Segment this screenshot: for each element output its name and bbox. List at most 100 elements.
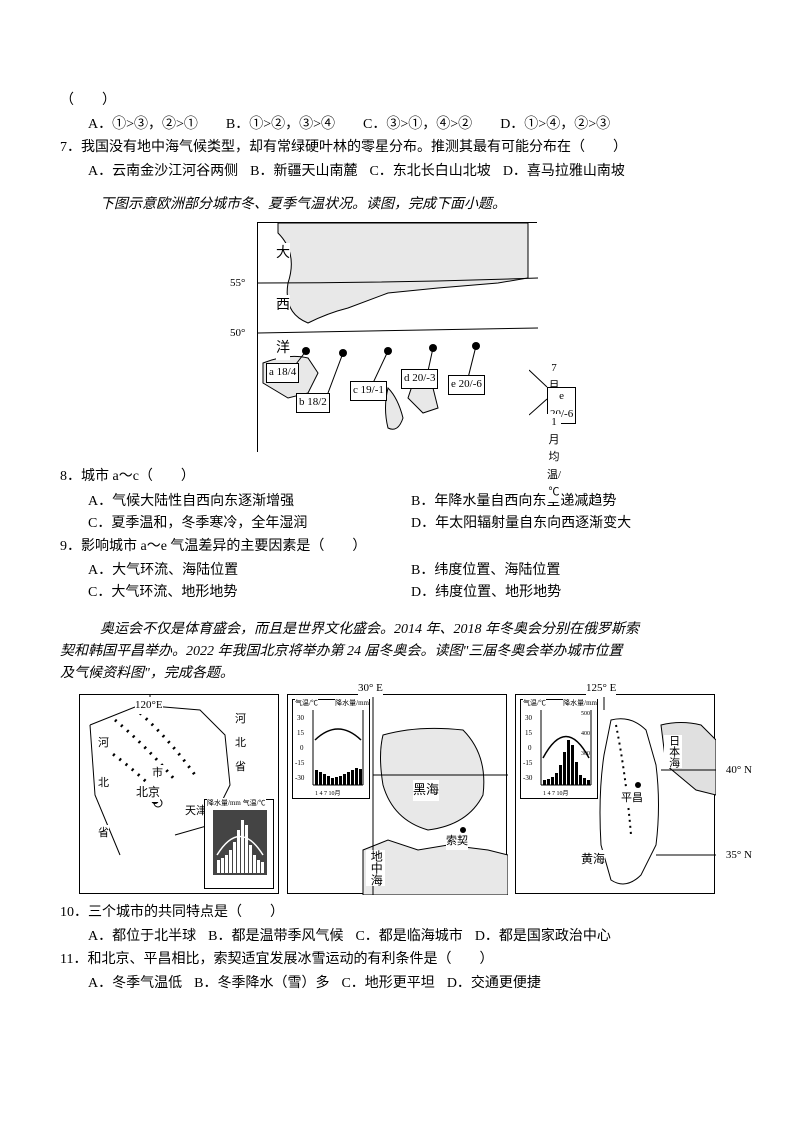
q10-opt-b[interactable]: B．都是温带季风气候 — [208, 926, 343, 948]
beijing-label: 北京 — [136, 783, 160, 802]
pyeongchang-climate-chart: 30 15 0 -15 -30 500 400 300 1 4 7 10月 — [520, 699, 598, 799]
beijing-chart-svg — [205, 800, 275, 890]
lat-50: 50° — [230, 325, 245, 343]
lat-35n: 35° N — [726, 847, 752, 865]
beijing-shi: 市 — [152, 765, 163, 783]
q11-opt-d[interactable]: D．交通更便捷 — [447, 973, 541, 995]
q6-opt-c[interactable]: C．③>①，④>② — [363, 114, 472, 136]
city-d: d 20/-3 — [401, 369, 438, 389]
intro2-l1: 奥运会不仅是体育盛会，而且是世界文化盛会。2014 年、2018 年冬奥会分别在… — [100, 619, 734, 641]
intro2: 奥运会不仅是体育盛会，而且是世界文化盛会。2014 年、2018 年冬奥会分别在… — [60, 619, 734, 686]
q9-opt-b[interactable]: B．纬度位置、海陆位置 — [411, 560, 734, 582]
three-maps-row: 120°E 河 北 省 河 北 省 市 北京 天津市 — [60, 694, 734, 894]
pc-precip-hdr: 降水量/mm — [563, 698, 597, 709]
suoqi-label: 索契 — [446, 833, 468, 851]
q-blank-paren: （ ） — [60, 90, 734, 112]
svg-text:0: 0 — [300, 744, 304, 752]
q8-options: A．气候大陆性自西向东逐渐增强 B．年降水量自西向东呈递减趋势 C．夏季温和，冬… — [60, 491, 734, 536]
svg-text:30: 30 — [297, 714, 305, 722]
hebei-he: 河 — [98, 735, 109, 753]
q10-opt-d[interactable]: D．都是国家政治中心 — [475, 926, 611, 948]
svg-text:30: 30 — [525, 714, 533, 722]
q10-opt-c[interactable]: C．都是临海城市 — [355, 926, 462, 948]
sochi-precip-hdr: 降水量/mm — [335, 698, 369, 709]
sochi-temp-hdr: 气温/℃ — [295, 698, 318, 709]
hebei-sheng-r: 省 — [235, 759, 246, 777]
q8-text: 8．城市 a～c（ ） — [60, 466, 734, 488]
lat-40n: 40° N — [726, 762, 752, 780]
beijing-map: 120°E 河 北 省 河 北 省 市 北京 天津市 — [79, 694, 279, 894]
q7-options: A．云南金沙江河谷两侧 B．新疆天山南麓 C．东北长白山北坡 D．喜马拉雅山南坡 — [60, 161, 734, 183]
europe-map-svg — [258, 223, 538, 453]
q9-text: 9．影响城市 a～e 气温差异的主要因素是（ ） — [60, 536, 734, 558]
q6-opt-a[interactable]: A．①>③，②>① — [88, 114, 198, 136]
dizhonghai-label: 地中海 — [366, 850, 385, 886]
svg-text:-15: -15 — [295, 759, 305, 767]
q11-text: 11．和北京、平昌相比，索契适宜发展冰雪运动的有利条件是（ ） — [60, 949, 734, 971]
label-yang: 洋 — [276, 338, 290, 360]
q8-opt-d[interactable]: D．年太阳辐射量自东向西逐渐变大 — [411, 513, 734, 535]
pyeongchang-chart-svg: 30 15 0 -15 -30 500 400 300 1 4 7 10月 — [521, 700, 599, 800]
label-da: 大 — [276, 243, 290, 265]
svg-text:15: 15 — [525, 729, 533, 737]
q6-options: A．①>③，②>① B．①>②，③>④ C．③>①，④>② D．①>④，②>③ — [60, 114, 734, 136]
hebei-bei-left: 北 — [98, 775, 109, 793]
pingchang-label: 平昌 — [621, 790, 643, 808]
q7-text: 7．我国没有地中海气候类型，却有常绿硬叶林的零星分布。推测其最有可能分布在（ ） — [60, 137, 734, 159]
europe-map: 大 西 洋 55° 50° a 18/4 b 18/2 c 19/-1 d 20… — [257, 222, 537, 452]
pyeongchang-map: 125° E 40° N 35° N 日本海 黄海 平昌 30 15 0 -15… — [515, 694, 715, 894]
beijing-climate-chart: 降水量/mm 气温/℃ — [204, 799, 274, 889]
sochi-chart-svg: 30 15 0 -15 -30 1 4 7 10月 — [293, 700, 371, 800]
q10-opt-a[interactable]: A．都位于北半球 — [88, 926, 196, 948]
lon-120e: 120°E — [135, 697, 163, 715]
svg-text:0: 0 — [528, 744, 532, 752]
q8-opt-c[interactable]: C．夏季温和，冬季寒冷，全年湿润 — [88, 513, 411, 535]
city-e: e 20/-6 — [448, 375, 485, 395]
q11-opt-b[interactable]: B．冬季降水（雪）多 — [194, 973, 329, 995]
q9-opt-c[interactable]: C．大气环流、地形地势 — [88, 582, 411, 604]
label-xi: 西 — [276, 295, 290, 317]
svg-text:15: 15 — [297, 729, 305, 737]
city-b: b 18/2 — [296, 393, 330, 413]
svg-text:-15: -15 — [523, 759, 533, 767]
hebei-sheng-left: 省 — [98, 825, 109, 843]
sochi-climate-chart: 30 15 0 -15 -30 1 4 7 10月 气温/℃ — [292, 699, 370, 799]
q11-opt-c[interactable]: C．地形更平坦 — [341, 973, 434, 995]
q7-opt-a[interactable]: A．云南金沙江河谷两侧 — [88, 161, 238, 183]
q11-opt-a[interactable]: A．冬季气温低 — [88, 973, 182, 995]
intro2-l3: 及气候资料图"，完成各题。 — [60, 663, 734, 685]
q7-opt-c[interactable]: C．东北长白山北坡 — [369, 161, 490, 183]
sochi-map: 30° E 40°E 黑海 地中海 索契 30 15 0 -15 -30 1 4… — [287, 694, 507, 894]
q9-opt-a[interactable]: A．大气环流、海陆位置 — [88, 560, 411, 582]
svg-text:500: 500 — [581, 711, 590, 717]
ribenhai-label: 日本海 — [664, 735, 682, 768]
q8-opt-b[interactable]: B．年降水量自西向东呈递减趋势 — [411, 491, 734, 513]
jan-label: 1月均温/℃ — [547, 414, 561, 502]
hebei-bei-r: 北 — [235, 735, 246, 753]
hebei-he-r: 河 — [235, 711, 246, 729]
pc-temp-hdr: 气温/℃ — [523, 698, 546, 709]
q7-opt-b[interactable]: B．新疆天山南麓 — [250, 161, 357, 183]
city-a: a 18/4 — [266, 363, 299, 383]
q9-opt-d[interactable]: D．纬度位置、地形地势 — [411, 582, 734, 604]
q6-opt-d[interactable]: D．①>④，②>③ — [500, 114, 610, 136]
q7-opt-d[interactable]: D．喜马拉雅山南坡 — [503, 161, 625, 183]
city-c: c 19/-1 — [350, 381, 387, 401]
q6-opt-b[interactable]: B．①>②，③>④ — [226, 114, 335, 136]
lon-30e: 30° E — [358, 680, 383, 698]
heihai-label: 黑海 — [413, 780, 439, 801]
svg-text:1 4 7 10月: 1 4 7 10月 — [315, 790, 341, 797]
figure1-container: 大 西 洋 55° 50° a 18/4 b 18/2 c 19/-1 d 20… — [60, 222, 734, 460]
q9-options: A．大气环流、海陆位置 B．纬度位置、海陆位置 C．大气环流、地形地势 D．纬度… — [60, 560, 734, 605]
chart-header: 降水量/mm 气温/℃ — [207, 798, 266, 809]
huanghai-label: 黄海 — [581, 850, 605, 869]
q10-text: 10．三个城市的共同特点是（ ） — [60, 902, 734, 924]
svg-text:400: 400 — [581, 731, 590, 737]
svg-text:-30: -30 — [295, 774, 305, 782]
q8-opt-a[interactable]: A．气候大陆性自西向东逐渐增强 — [88, 491, 411, 513]
q11-options: A．冬季气温低 B．冬季降水（雪）多 C．地形更平坦 D．交通更便捷 — [60, 973, 734, 995]
legend-lines-icon — [529, 367, 549, 417]
lon-125e: 125° E — [586, 680, 616, 698]
intro1: 下图示意欧洲部分城市冬、夏季气温状况。读图，完成下面小题。 — [60, 194, 734, 216]
svg-text:1 4 7 10月: 1 4 7 10月 — [543, 790, 569, 797]
